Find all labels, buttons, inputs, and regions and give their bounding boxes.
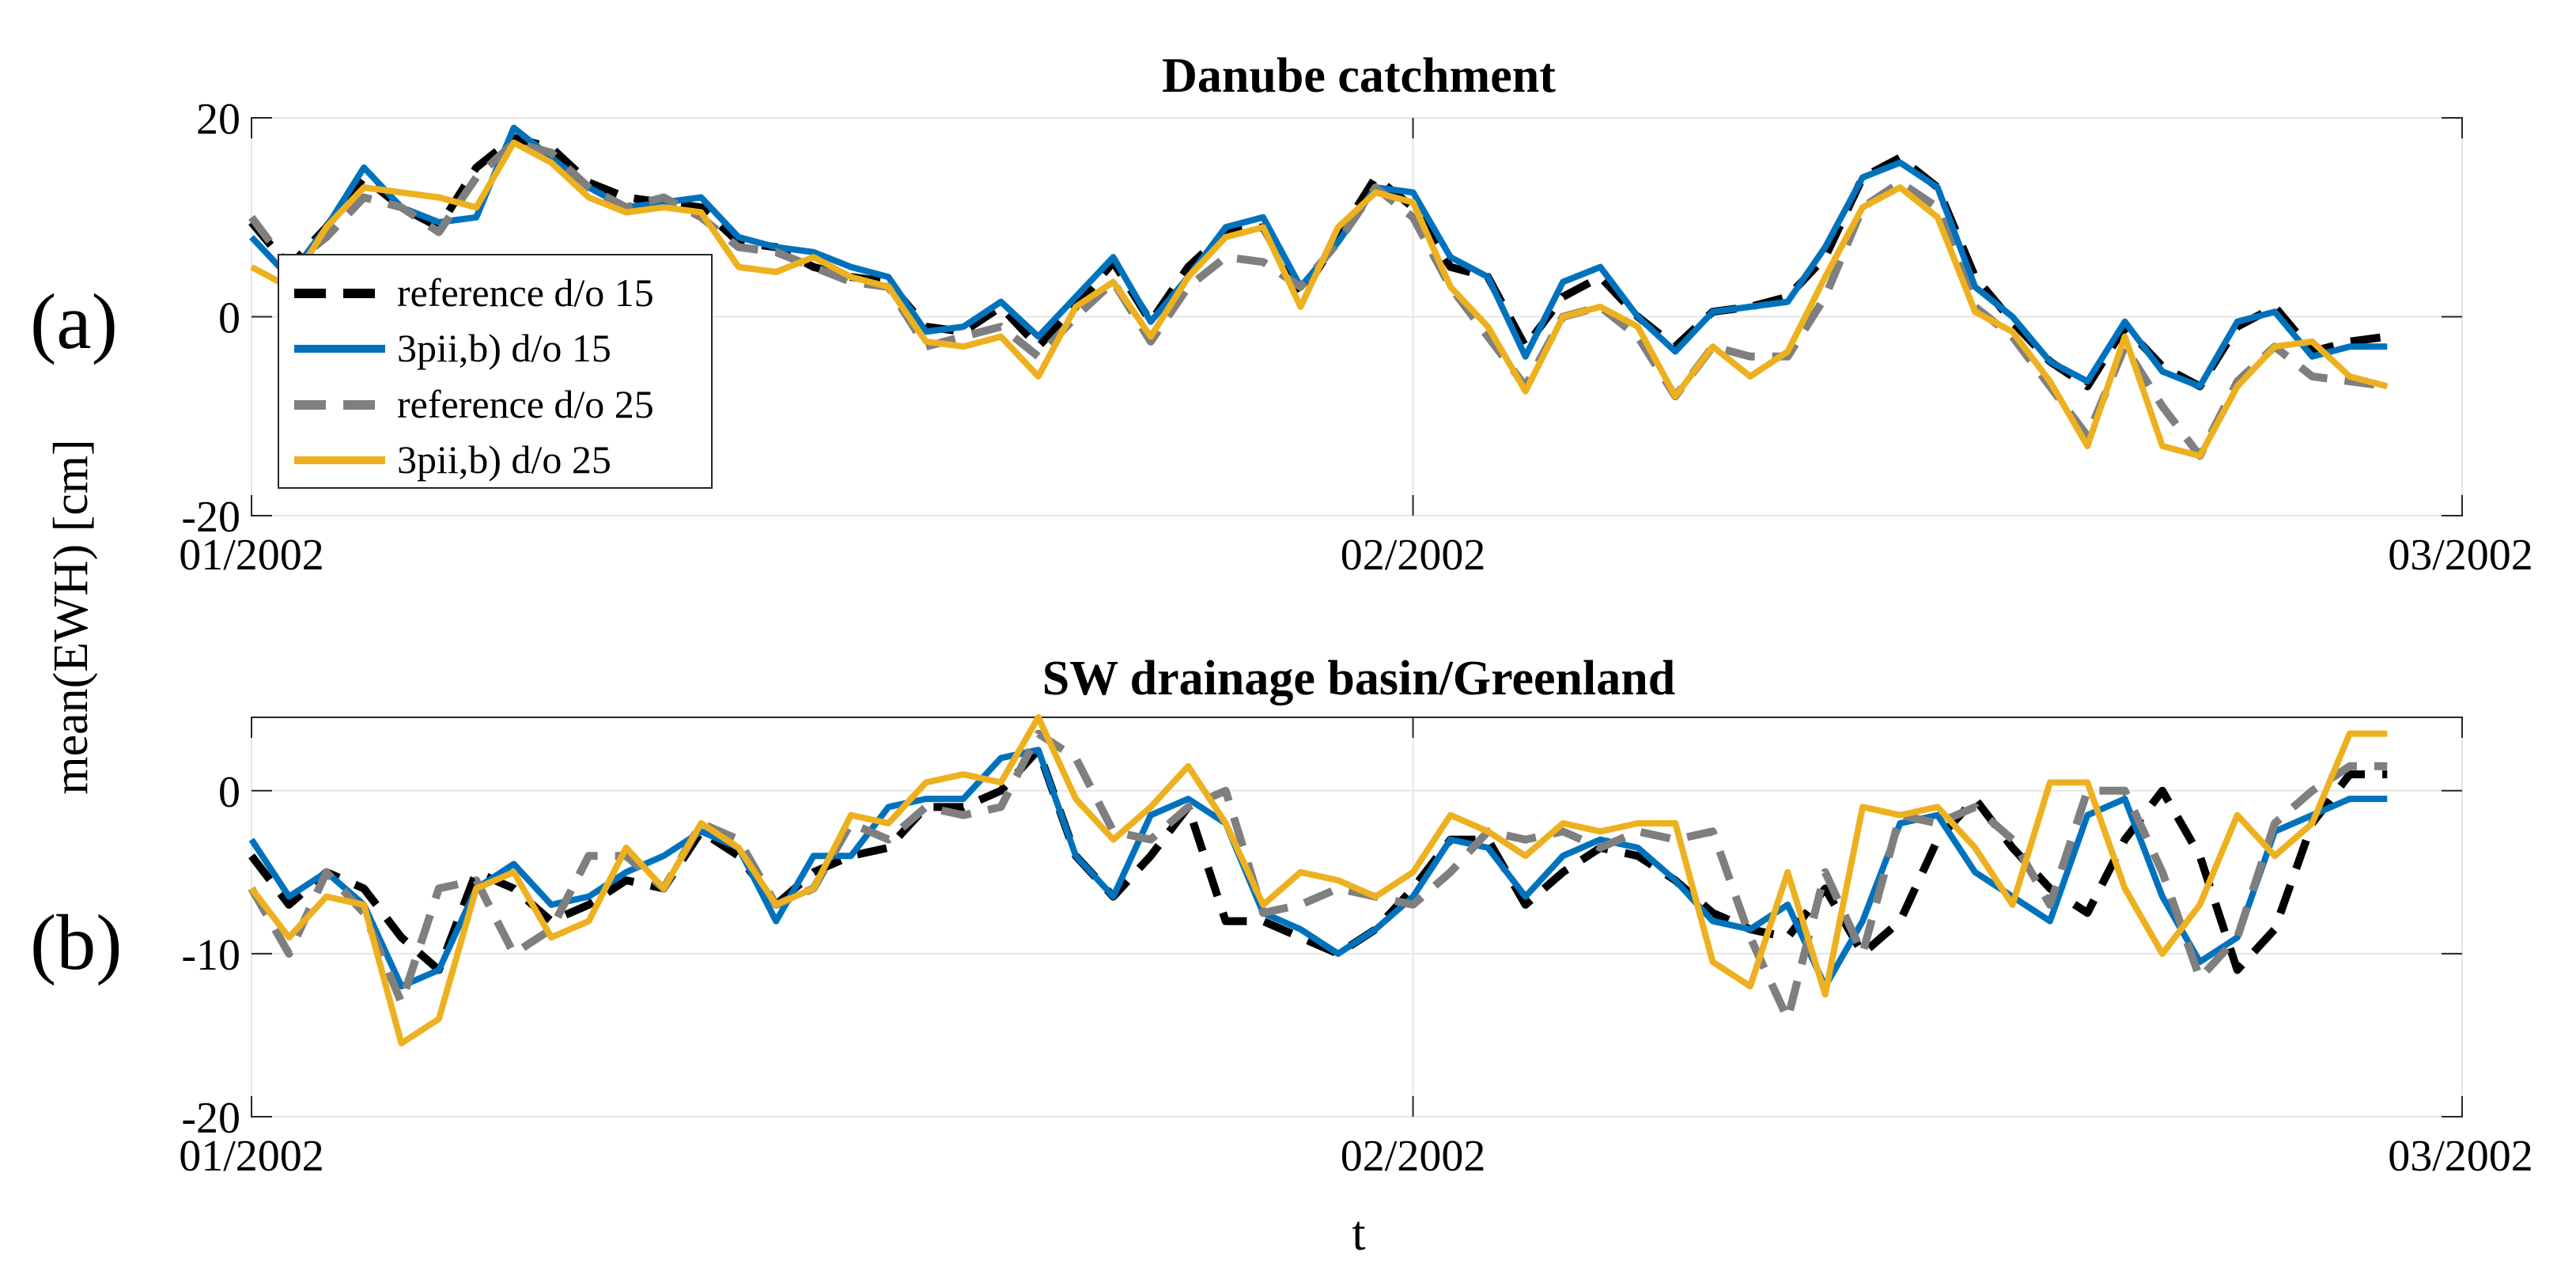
panel-a-ytick-label-2: 20 — [196, 95, 240, 144]
panel-b-series — [248, 714, 2388, 1047]
panel-b-series-3pii-b-d-o-25 — [248, 714, 2388, 1047]
panel-a-ytick-label-0: -20 — [181, 493, 240, 542]
panel-b-xtick-label-2: 03/2002 — [2388, 1132, 2533, 1181]
panel-b-series-reference-d-o-15 — [248, 746, 2388, 974]
legend-label-reference-do25: reference d/o 25 — [397, 382, 654, 426]
legend-label-reference-do15: reference d/o 15 — [397, 270, 654, 315]
panel-b: SW drainage basin/Greenland (b) -20-100 … — [30, 652, 2533, 1181]
panel-b-ytick-label-2: 0 — [218, 768, 240, 817]
panel-b-x-ticks: 01/2002 02/2002 03/2002 — [179, 717, 2533, 1181]
panel-b-ytick-label-1: -10 — [181, 931, 240, 980]
panel-b-title: SW drainage basin/Greenland — [1042, 652, 1675, 705]
panel-b-label: (b) — [30, 898, 123, 986]
legend-label-3piib-do15: 3pii,b) d/o 15 — [397, 326, 611, 370]
panel-b-ytick-label-0: -20 — [181, 1094, 240, 1143]
panel-a-y-ticks: -20 0 20 — [181, 95, 2462, 542]
panel-a-xtick-label-2: 03/2002 — [2388, 531, 2533, 580]
panel-a-series-3pii-b-d-o-25 — [250, 139, 2389, 459]
panel-a-title: Danube catchment — [1162, 49, 1556, 103]
legend: reference d/o 15 3pii,b) d/o 15 referenc… — [278, 254, 713, 489]
legend-label-3piib-do25: 3pii,b) d/o 25 — [397, 437, 611, 482]
panel-b-series-reference-d-o-25 — [248, 729, 2388, 1023]
panel-a-ytick-label-1: 0 — [218, 294, 240, 343]
x-axis-label: t — [1352, 1207, 1365, 1261]
y-axis-label: mean(EWH) [cm] — [44, 439, 98, 794]
panel-b-xtick-label-0: 01/2002 — [179, 1132, 324, 1181]
panel-a: Danube catchment (a) -20 0 20 01/2002 02/20… — [30, 49, 2533, 580]
panel-a-x-ticks: 01/2002 02/2002 03/2002 — [179, 118, 2533, 580]
panel-b-plot-area — [251, 717, 2463, 1117]
panel-a-label: (a) — [30, 278, 118, 365]
panel-a-series — [248, 124, 2389, 460]
panel-b-y-ticks: -20 -10 0 — [181, 768, 2462, 1143]
panel-a-xtick-label-0: 01/2002 — [179, 531, 324, 580]
panel-b-xtick-label-1: 02/2002 — [1341, 1132, 1486, 1181]
panel-a-xtick-label-1: 02/2002 — [1341, 531, 1486, 580]
